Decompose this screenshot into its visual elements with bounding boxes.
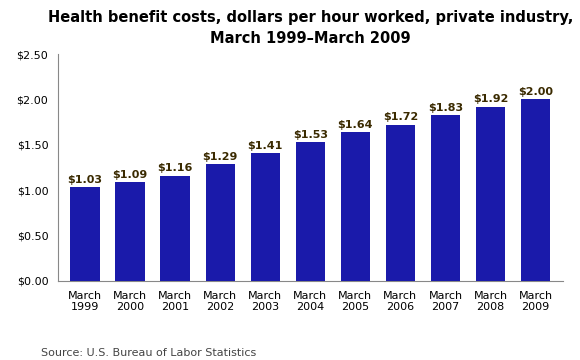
- Text: $1.16: $1.16: [157, 163, 193, 173]
- Text: $1.03: $1.03: [67, 175, 103, 185]
- Title: Health benefit costs, dollars per hour worked, private industry,
March 1999–Marc: Health benefit costs, dollars per hour w…: [48, 10, 573, 46]
- Text: $1.41: $1.41: [248, 141, 283, 150]
- Bar: [386, 125, 415, 281]
- Text: $1.29: $1.29: [202, 152, 238, 162]
- Text: $1.09: $1.09: [113, 170, 148, 180]
- Text: $1.92: $1.92: [473, 94, 508, 104]
- Bar: [251, 153, 280, 281]
- Text: $1.83: $1.83: [428, 103, 463, 113]
- Bar: [115, 182, 145, 281]
- Bar: [476, 107, 505, 281]
- Bar: [296, 142, 325, 281]
- Text: $2.00: $2.00: [518, 87, 553, 97]
- Text: $1.64: $1.64: [338, 120, 373, 130]
- Text: $1.53: $1.53: [293, 130, 328, 140]
- Text: Source: U.S. Bureau of Labor Statistics: Source: U.S. Bureau of Labor Statistics: [41, 348, 256, 358]
- Bar: [70, 187, 100, 281]
- Bar: [431, 115, 460, 281]
- Bar: [161, 176, 190, 281]
- Bar: [521, 99, 550, 281]
- Bar: [340, 132, 370, 281]
- Bar: [205, 164, 235, 281]
- Text: $1.72: $1.72: [383, 112, 418, 122]
